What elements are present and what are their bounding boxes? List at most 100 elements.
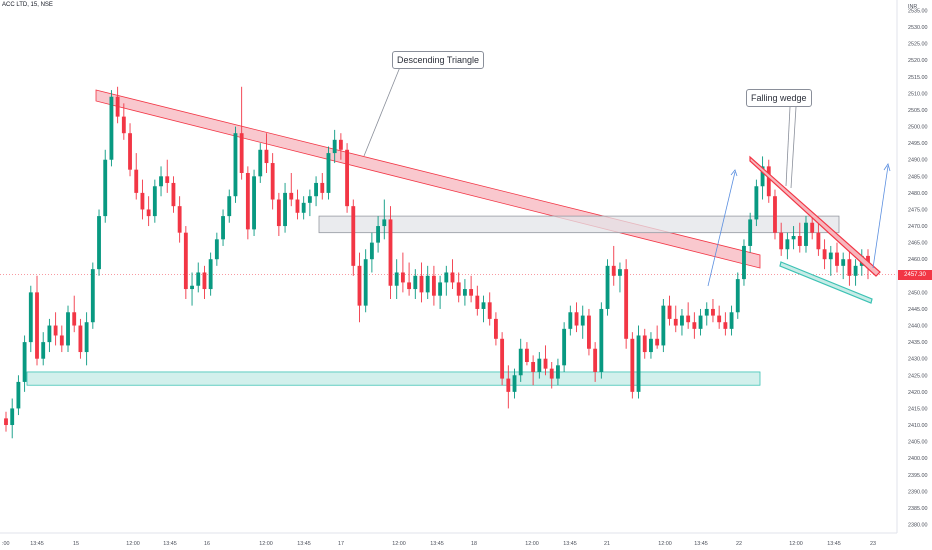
- candle-body: [729, 312, 734, 329]
- x-tick-label: 12:00: [259, 541, 273, 547]
- candle-body: [121, 116, 126, 134]
- candle-body: [128, 133, 132, 170]
- x-tick-label: 12:00: [392, 541, 406, 547]
- descending-triangle-label[interactable]: Descending Triangle: [392, 51, 485, 69]
- candle-body: [456, 282, 461, 296]
- candle-body: [661, 305, 666, 346]
- y-tick-label: 2510.00: [908, 91, 928, 97]
- y-tick-label: 2395.00: [908, 473, 928, 479]
- candle-body: [444, 272, 449, 283]
- candle-body: [481, 302, 486, 309]
- falling-wedge-label[interactable]: Falling wedge: [746, 89, 812, 107]
- x-tick-label: 22: [736, 541, 742, 547]
- triangle-callout-pointer: [363, 66, 401, 157]
- plot-background: [0, 0, 897, 533]
- currency-label: INR: [908, 4, 917, 10]
- candle-body: [500, 338, 505, 379]
- candle-body: [748, 219, 753, 246]
- x-tick-label: 13:45: [163, 541, 177, 547]
- candle-body: [642, 335, 647, 353]
- y-tick-label: 2505.00: [908, 108, 928, 114]
- x-tick-label: 15: [73, 541, 79, 547]
- falling-wedge-upper-line: [749, 155, 881, 277]
- candle-body: [698, 315, 703, 329]
- candle-body: [587, 315, 591, 349]
- candle-body: [351, 206, 356, 266]
- candle-body: [289, 192, 294, 200]
- candle-body: [165, 176, 170, 183]
- y-tick-label: 2400.00: [908, 456, 928, 462]
- candle-body: [90, 269, 95, 323]
- candle-body: [152, 186, 157, 217]
- y-tick-label: 2440.00: [908, 324, 928, 330]
- y-tick-label: 2420.00: [908, 390, 928, 396]
- candle-body: [735, 279, 740, 313]
- y-tick-label: 2430.00: [908, 357, 928, 363]
- wedge-callout-pointer-a: [785, 106, 791, 187]
- y-tick-label: 2385.00: [908, 506, 928, 512]
- candle-body: [810, 222, 815, 233]
- candle-body: [518, 348, 523, 376]
- candle-body: [332, 139, 337, 154]
- candle-body: [28, 292, 33, 343]
- y-tick-label: 2465.00: [908, 241, 928, 247]
- candle-body: [382, 219, 387, 227]
- breakout-arrowhead-left: [730, 169, 738, 177]
- candle-body: [84, 322, 89, 353]
- candle-body: [171, 182, 176, 207]
- candle-body: [59, 335, 64, 346]
- candle-body: [146, 209, 151, 217]
- candle-body: [580, 315, 585, 326]
- candle-body: [35, 292, 39, 359]
- candle-body: [791, 235, 796, 240]
- candle-body: [388, 219, 393, 286]
- candle-body: [680, 315, 684, 326]
- candle-body: [493, 318, 498, 339]
- candle-body: [233, 133, 238, 197]
- candle-body: [717, 315, 722, 323]
- candle-body: [283, 192, 287, 227]
- x-tick-label: 18: [471, 541, 477, 547]
- candle-body: [828, 252, 833, 260]
- candle-body: [66, 312, 70, 346]
- y-tick-label: 2445.00: [908, 307, 928, 313]
- candle-body: [562, 328, 567, 366]
- candles: [4, 86, 870, 439]
- candle-body: [419, 275, 424, 293]
- candle-body: [227, 196, 232, 217]
- x-tick-label: 23: [870, 541, 876, 547]
- candle-body: [115, 96, 120, 117]
- last-price-tag: 2457.30: [898, 270, 932, 280]
- candle-body: [22, 342, 27, 382]
- candle-body: [469, 289, 474, 296]
- candle-body: [41, 342, 46, 359]
- candle-body: [252, 176, 256, 230]
- candle-body: [438, 282, 443, 296]
- y-tick-label: 2425.00: [908, 373, 928, 379]
- candle-body: [462, 289, 467, 296]
- candle-body: [804, 222, 808, 246]
- x-tick-label: 12:00: [525, 541, 539, 547]
- y-tick-label: 2405.00: [908, 440, 928, 446]
- y-tick-label: 2450.00: [908, 290, 928, 296]
- y-tick-label: 2480.00: [908, 191, 928, 197]
- y-tick-label: 2485.00: [908, 174, 928, 180]
- candle-body: [78, 325, 83, 353]
- candle-body: [686, 315, 691, 323]
- y-tick-label: 2520.00: [908, 58, 928, 64]
- candle-body: [797, 235, 802, 246]
- x-tick-label: 12:00: [126, 541, 140, 547]
- candle-body: [556, 365, 560, 379]
- candle-body: [667, 305, 672, 319]
- x-tick-label: 13:45: [430, 541, 444, 547]
- x-tick-label: 17: [338, 541, 344, 547]
- candle-body: [270, 163, 275, 200]
- candle-body: [276, 199, 281, 227]
- candle-body: [766, 166, 771, 197]
- candle-body: [97, 216, 101, 270]
- x-tick-label: 12:00: [658, 541, 672, 547]
- breakout-arrowhead-right: [883, 163, 891, 172]
- x-tick-label: 13:45: [297, 541, 311, 547]
- pattern-zones: [26, 89, 840, 386]
- y-tick-label: 2535.00: [908, 9, 928, 15]
